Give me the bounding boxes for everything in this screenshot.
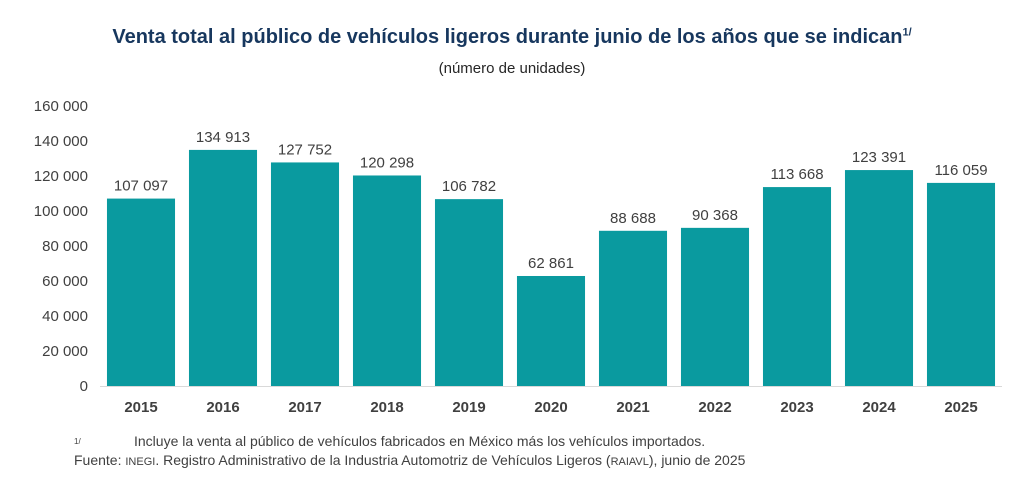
y-tick-label: 120 000 — [34, 168, 88, 185]
y-tick-label: 160 000 — [34, 98, 88, 115]
footnote: 1/Incluye la venta al público de vehícul… — [74, 432, 745, 451]
x-tick-label: 2016 — [206, 399, 239, 416]
x-tick-label: 2018 — [370, 399, 403, 416]
data-label: 62 861 — [528, 255, 574, 272]
data-label: 106 782 — [442, 178, 496, 195]
bar-2022 — [680, 227, 750, 386]
bar-2020 — [516, 275, 586, 386]
x-tick-label: 2019 — [452, 399, 485, 416]
bar-2018 — [352, 175, 422, 386]
footnote-text: Incluye la venta al público de vehículos… — [134, 433, 706, 449]
y-tick-label: 100 000 — [34, 203, 88, 220]
bar-2025 — [926, 182, 996, 386]
source-text-b: ), junio de 2025 — [648, 452, 746, 468]
bar-chart: 0 20 000 40 000 60 000 80 000 100 000 120 000 1… — [34, 98, 1002, 416]
y-tick-label: 0 — [80, 378, 88, 395]
bar-2024 — [844, 170, 914, 386]
y-tick-label: 140 000 — [34, 133, 88, 150]
x-tick-label: 2023 — [780, 399, 813, 416]
chart-notes: 1/Incluye la venta al público de vehícul… — [74, 432, 745, 472]
data-label: 88 688 — [610, 210, 656, 227]
title-footnote-mark: 1/ — [902, 26, 912, 39]
data-label: 127 752 — [278, 141, 332, 158]
x-tick-label: 2021 — [616, 399, 649, 416]
data-label: 107 097 — [114, 178, 168, 195]
source-abbr: RAIAVL — [610, 456, 649, 468]
x-tick-label: 2017 — [288, 399, 321, 416]
data-label: 90 368 — [692, 207, 738, 224]
x-tick-label: 2024 — [862, 399, 896, 416]
footnote-mark: 1/ — [74, 437, 81, 446]
source-org: INEGI — [125, 456, 156, 468]
data-label: 123 391 — [852, 149, 906, 166]
source-line: Fuente: INEGI. Registro Administrativo d… — [74, 451, 745, 472]
data-label: 113 668 — [770, 166, 823, 183]
bar-2016 — [188, 149, 258, 386]
x-tick-label: 2022 — [698, 399, 731, 416]
chart-title-text: Venta total al público de vehículos lige… — [112, 26, 903, 48]
source-text-a: . Registro Administrativo de la Industri… — [155, 452, 611, 468]
data-label: 134 913 — [196, 129, 250, 146]
bar-2017 — [270, 162, 340, 386]
x-tick-label: 2020 — [534, 399, 567, 416]
data-label: 120 298 — [360, 154, 414, 171]
data-label: 116 059 — [934, 162, 987, 179]
chart-title: Venta total al público de vehículos lige… — [0, 26, 1024, 49]
y-tick-label: 80 000 — [42, 238, 88, 255]
y-tick-label: 40 000 — [42, 308, 88, 325]
bar-2019 — [434, 199, 504, 386]
bar-2015 — [106, 198, 176, 386]
bar-2021 — [598, 230, 668, 386]
x-tick-label: 2015 — [124, 399, 157, 416]
x-tick-label: 2025 — [944, 399, 977, 416]
bar-2023 — [762, 187, 832, 386]
chart-subtitle: (número de unidades) — [438, 60, 586, 77]
y-tick-label: 60 000 — [42, 273, 88, 290]
source-prefix: Fuente: — [74, 452, 126, 468]
y-tick-label: 20 000 — [42, 343, 88, 360]
